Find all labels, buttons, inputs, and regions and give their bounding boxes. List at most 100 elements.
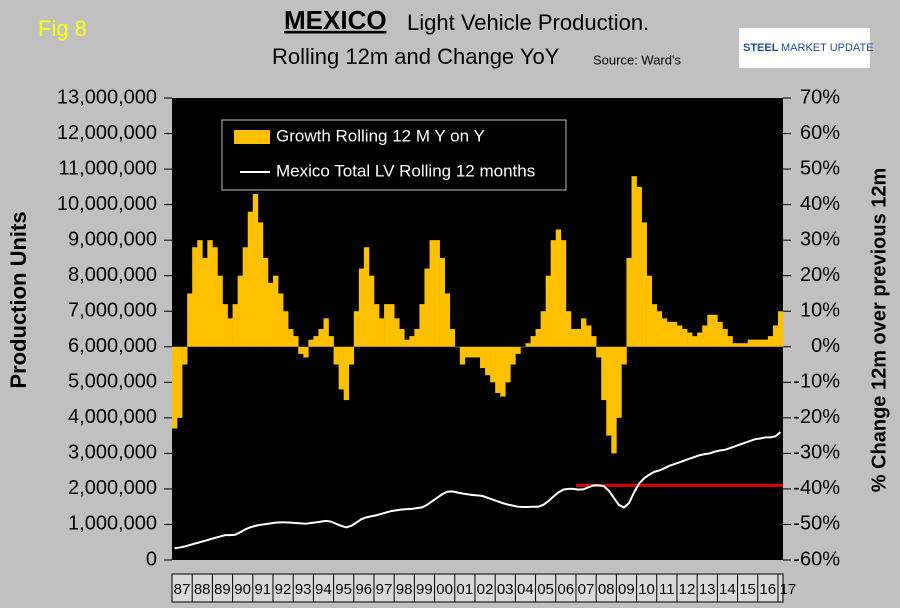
y2-tick-label: -50% bbox=[793, 513, 840, 535]
y2-tick-label: -40% bbox=[793, 477, 840, 499]
bar bbox=[182, 346, 188, 365]
bar bbox=[687, 332, 693, 347]
x-tick-label: 97 bbox=[376, 581, 393, 598]
y2-tick-label: -20% bbox=[793, 406, 840, 428]
y-tick-label: 12,000,000 bbox=[57, 122, 157, 144]
bar bbox=[283, 311, 289, 347]
bar bbox=[328, 336, 334, 347]
bar bbox=[480, 346, 486, 369]
bar bbox=[717, 321, 723, 347]
bar bbox=[404, 339, 410, 347]
bar bbox=[692, 336, 698, 347]
x-tick-label: 87 bbox=[174, 581, 191, 598]
bar bbox=[237, 275, 243, 347]
x-tick-label: 95 bbox=[335, 581, 352, 598]
bar bbox=[459, 346, 466, 365]
bar bbox=[565, 311, 572, 347]
bar bbox=[313, 336, 319, 347]
bar bbox=[333, 346, 339, 365]
x-tick-label: 16 bbox=[759, 581, 776, 598]
bar bbox=[495, 346, 501, 393]
bar bbox=[596, 346, 602, 358]
bar bbox=[308, 339, 314, 347]
bar bbox=[732, 343, 738, 347]
y-tick-label: 7,000,000 bbox=[68, 300, 157, 322]
bar bbox=[560, 240, 567, 347]
y2-tick-label: -10% bbox=[793, 371, 840, 393]
legend-swatch bbox=[234, 130, 270, 144]
y2-tick-label: 0% bbox=[811, 335, 840, 357]
x-tick-label: 91 bbox=[254, 581, 271, 598]
bar bbox=[757, 339, 764, 347]
bar bbox=[697, 332, 703, 347]
bar bbox=[177, 346, 183, 418]
x-tick-label: 06 bbox=[557, 581, 574, 598]
bar bbox=[222, 304, 228, 347]
bar bbox=[449, 329, 456, 347]
bar bbox=[646, 275, 653, 347]
y2-tick-label: 10% bbox=[800, 300, 840, 322]
bar bbox=[379, 318, 385, 347]
x-tick-label: 08 bbox=[598, 581, 615, 598]
bar bbox=[384, 304, 390, 347]
bar bbox=[722, 329, 728, 347]
bar bbox=[606, 346, 612, 436]
bar bbox=[394, 318, 400, 347]
y-tick-label: 9,000,000 bbox=[68, 228, 157, 250]
bar bbox=[363, 247, 370, 347]
y-tick-label: 10,000,000 bbox=[57, 193, 157, 215]
bar bbox=[267, 282, 274, 347]
bar bbox=[747, 339, 754, 347]
bar bbox=[591, 336, 597, 347]
bar bbox=[485, 346, 491, 376]
x-tick-label: 93 bbox=[295, 581, 312, 598]
bar bbox=[525, 343, 531, 347]
x-tick-label: 88 bbox=[194, 581, 211, 598]
x-tick-label: 90 bbox=[234, 581, 251, 598]
x-tick-label: 09 bbox=[618, 581, 635, 598]
y-tick-label: 11,000,000 bbox=[58, 157, 157, 179]
x-tick-label: 96 bbox=[355, 581, 372, 598]
x-tick-label: 04 bbox=[517, 581, 534, 598]
bar bbox=[772, 325, 779, 347]
x-tick-label: 99 bbox=[416, 581, 433, 598]
x-tick-label: 00 bbox=[436, 581, 453, 598]
x-tick-label: 02 bbox=[477, 581, 494, 598]
x-tick-label: 13 bbox=[699, 581, 716, 598]
chart-title: MEXICO bbox=[284, 5, 387, 35]
bar bbox=[454, 346, 461, 348]
bar bbox=[777, 311, 784, 347]
chart-title-rest: Light Vehicle Production. bbox=[407, 10, 649, 35]
y-tick-label: 6,000,000 bbox=[68, 335, 157, 357]
bar bbox=[262, 257, 269, 347]
bar bbox=[555, 229, 562, 347]
x-tick-label: 89 bbox=[214, 581, 231, 598]
bar bbox=[666, 321, 673, 347]
logo-box bbox=[739, 28, 870, 68]
y-tick-label: 1,000,000 bbox=[68, 513, 157, 535]
y2-tick-label: 40% bbox=[800, 193, 840, 215]
y-axis-title: Production Units bbox=[6, 211, 31, 388]
bar bbox=[389, 304, 395, 347]
bar bbox=[641, 222, 647, 347]
bar bbox=[626, 257, 632, 347]
bar bbox=[464, 346, 471, 358]
x-tick-label: 05 bbox=[537, 581, 554, 598]
logo-bold: STEEL bbox=[743, 42, 779, 54]
bar bbox=[742, 343, 748, 347]
bar bbox=[762, 339, 769, 347]
bar bbox=[368, 275, 375, 347]
logo-rest: MARKET UPDATE bbox=[781, 42, 874, 54]
y2-tick-label: 60% bbox=[800, 122, 840, 144]
bar bbox=[257, 222, 264, 347]
bar bbox=[530, 336, 536, 347]
bar bbox=[752, 339, 759, 347]
bar bbox=[631, 176, 637, 347]
bar bbox=[510, 346, 516, 365]
bar bbox=[197, 240, 203, 347]
bar bbox=[550, 240, 557, 347]
bar bbox=[656, 311, 663, 347]
bar bbox=[348, 346, 355, 365]
bar bbox=[217, 275, 223, 347]
bar bbox=[212, 247, 218, 347]
